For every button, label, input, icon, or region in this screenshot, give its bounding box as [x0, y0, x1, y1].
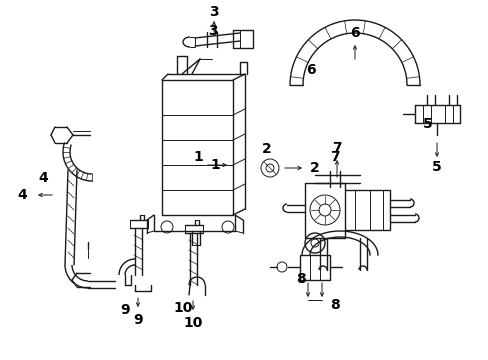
- Text: 9: 9: [133, 313, 142, 327]
- Text: 5: 5: [422, 117, 432, 131]
- Text: 7: 7: [331, 141, 341, 155]
- Text: 1: 1: [193, 150, 203, 163]
- Bar: [299, 255, 329, 280]
- Text: 10: 10: [183, 316, 202, 330]
- Text: 3: 3: [209, 5, 218, 19]
- Text: 6: 6: [349, 26, 359, 40]
- Text: 2: 2: [261, 143, 271, 156]
- Text: 3: 3: [207, 24, 217, 37]
- Bar: [232, 30, 252, 48]
- Text: 7: 7: [329, 150, 339, 163]
- Text: 2: 2: [309, 161, 319, 175]
- Text: 4: 4: [17, 188, 27, 202]
- Text: 4: 4: [38, 171, 48, 185]
- Text: 9: 9: [120, 303, 129, 316]
- Text: 1: 1: [210, 158, 220, 172]
- Text: 6: 6: [305, 63, 315, 77]
- Text: 8: 8: [295, 272, 305, 286]
- Bar: [305, 183, 345, 238]
- Text: 5: 5: [431, 160, 441, 174]
- Text: 8: 8: [329, 298, 339, 312]
- Text: 10: 10: [173, 301, 193, 315]
